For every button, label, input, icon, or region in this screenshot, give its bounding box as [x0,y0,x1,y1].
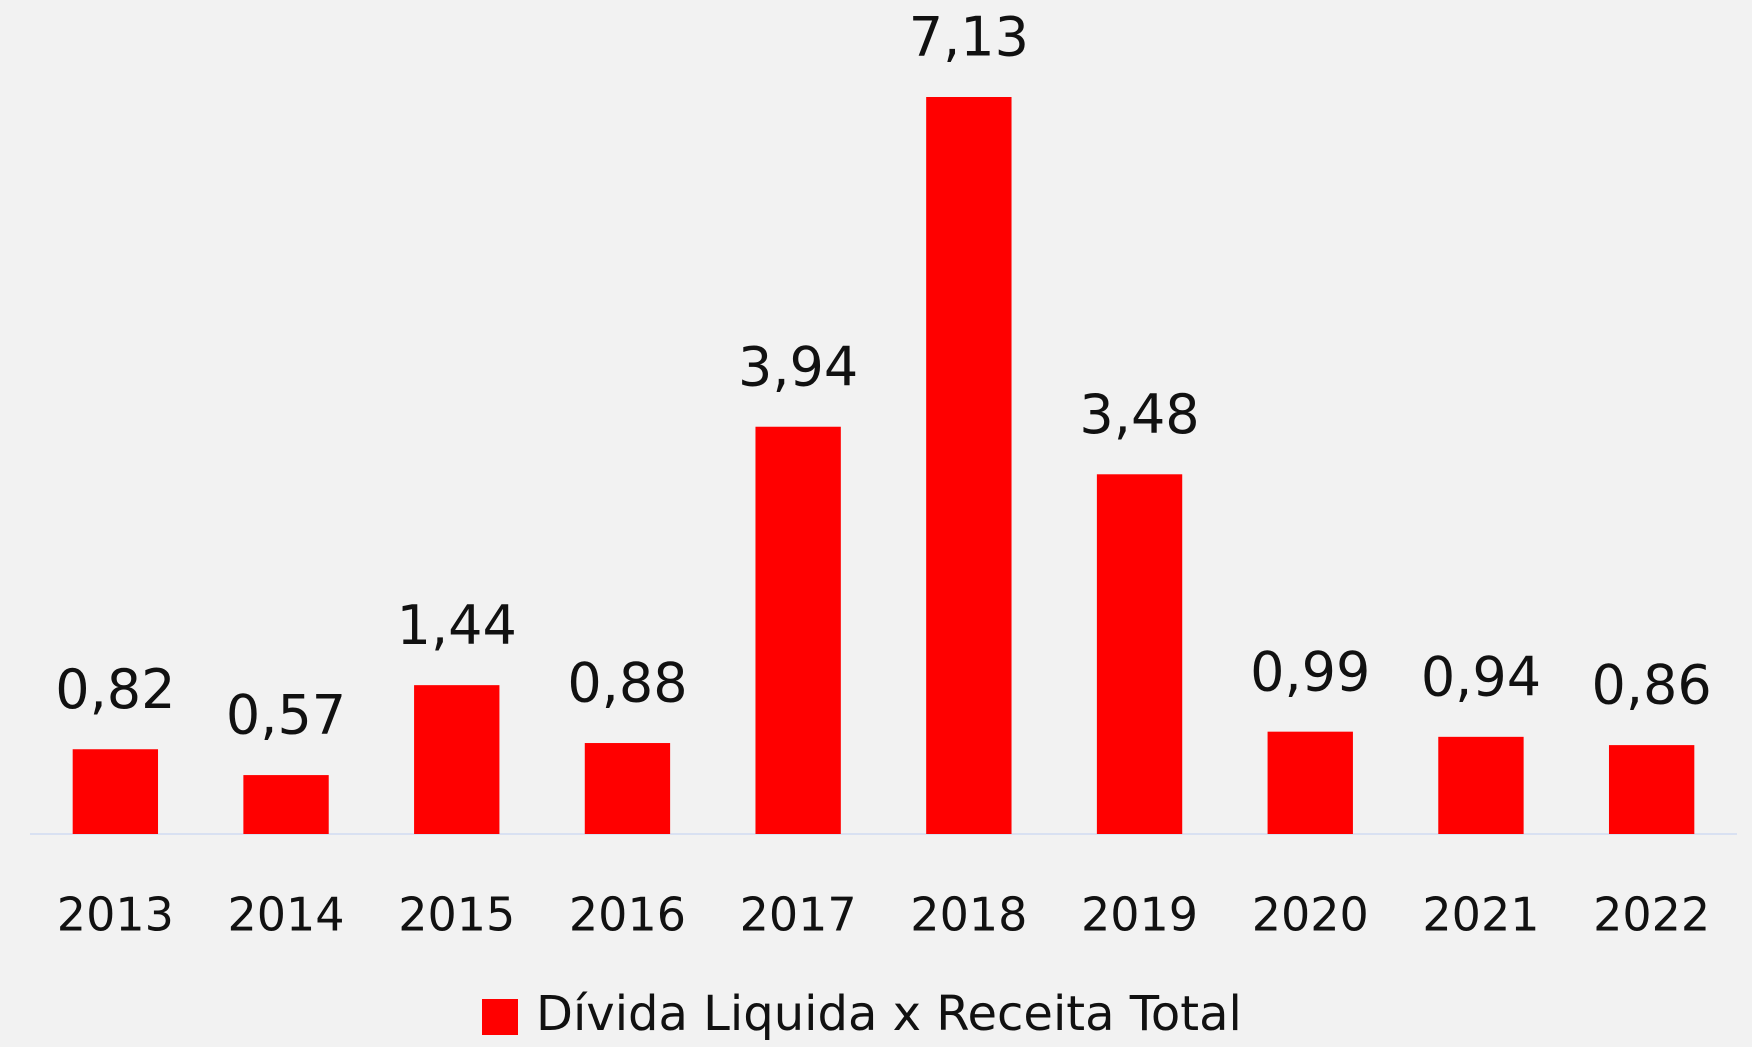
legend-swatch [482,999,518,1035]
bar [1096,474,1183,834]
data-label: 0,99 [1250,640,1370,703]
data-label: 1,44 [397,594,517,657]
x-tick-label: 2021 [1422,888,1539,942]
bar [414,685,500,834]
x-tick-label: 2015 [398,888,515,942]
bar [755,426,841,834]
data-label: 0,88 [567,652,687,715]
x-tick-label: 2020 [1252,888,1369,942]
bar [926,97,1012,834]
bar [1608,745,1695,834]
x-tick-label: 2022 [1593,888,1710,942]
bar [584,743,671,834]
data-label: 0,94 [1421,645,1541,708]
x-tick-label: 2016 [569,888,686,942]
bar [72,749,159,834]
x-tick-label: 2013 [57,888,174,942]
x-tick-label: 2017 [740,888,857,942]
x-tick-label: 2014 [228,888,345,942]
bar [1438,736,1524,834]
data-label: 0,86 [1592,654,1712,717]
data-label: 7,13 [909,6,1029,69]
x-tick-label: 2018 [910,888,1027,942]
data-label: 3,48 [1079,383,1199,446]
data-label: 3,94 [738,335,858,398]
data-label: 0,82 [55,658,175,721]
x-tick-label: 2019 [1081,888,1198,942]
legend-label: Dívida Liquida x Receita Total [536,986,1242,1042]
data-label: 0,57 [226,684,346,747]
bar [1267,731,1353,834]
bar [243,775,329,834]
